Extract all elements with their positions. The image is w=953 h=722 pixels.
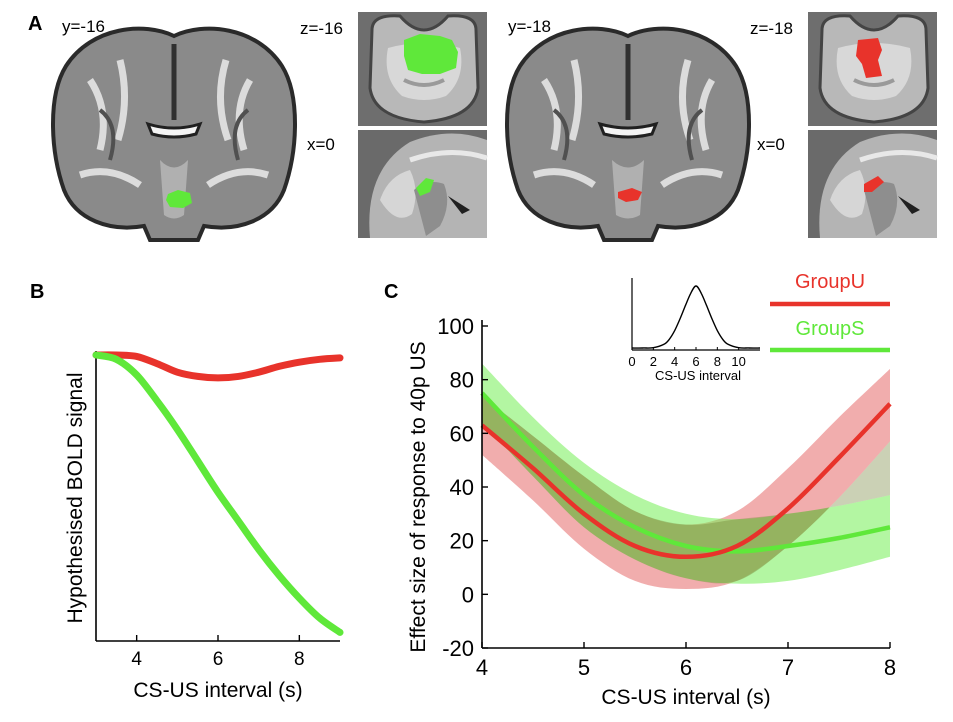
inset-x-tick-label: 0 bbox=[628, 354, 635, 369]
chart-c-band-groups bbox=[482, 363, 890, 584]
chart-b-x-tick-label: 6 bbox=[213, 649, 224, 670]
chart-c-legend-label-groupu: GroupU bbox=[795, 271, 865, 293]
chart-c-line-groups bbox=[480, 391, 891, 554]
inset-x-tick-label: 10 bbox=[731, 354, 745, 369]
chart-c-y-tick-label: 0 bbox=[462, 582, 474, 607]
right-sagittal-slice: x=0 bbox=[757, 130, 938, 238]
right-axial-cluster bbox=[856, 38, 882, 78]
chart-c-y-tick-label: -20 bbox=[442, 636, 474, 661]
left-coronal-cluster bbox=[166, 190, 192, 208]
chart-c-x-label: CS-US interval (s) bbox=[601, 686, 770, 709]
left-axial-label: z=-16 bbox=[300, 19, 343, 38]
inset-x-tick-label: 4 bbox=[671, 354, 678, 369]
chart-b: 4 6 8 CS-US interval (s) Hypothesised BOLD s… bbox=[64, 351, 344, 702]
chart-b-y-label: Hypothesised BOLD signal bbox=[64, 373, 87, 624]
chart-c-y-tick-label: 100 bbox=[437, 314, 474, 339]
inset-x-tick-label: 8 bbox=[714, 354, 721, 369]
panel-a-letter: A bbox=[28, 13, 42, 35]
right-sagittal-cluster bbox=[864, 176, 884, 192]
chart-c-y-tick-label: 60 bbox=[450, 421, 474, 446]
left-sagittal-slice: x=0 bbox=[307, 130, 488, 238]
right-coronal-label: y=-18 bbox=[508, 17, 551, 36]
chart-c-line-groupu bbox=[480, 402, 892, 560]
inset-x-tick-label: 2 bbox=[650, 354, 657, 369]
chart-c-x-tick-label: 5 bbox=[578, 655, 590, 680]
left-coronal-slice: y=-16 bbox=[46, 14, 302, 242]
chart-c-x-tick-label: 8 bbox=[884, 655, 896, 680]
inset-x-label: CS-US interval bbox=[655, 368, 741, 383]
chart-c-x-tick-label: 7 bbox=[782, 655, 794, 680]
brain-coronal-slice-icon bbox=[51, 26, 297, 242]
chart-c-y-tick-label: 80 bbox=[450, 368, 474, 393]
inset-x-tick-label: 6 bbox=[692, 354, 699, 369]
panel-b-letter: B bbox=[30, 281, 44, 303]
left-sagittal-cluster bbox=[416, 178, 434, 196]
chart-b-x-tick-label: 8 bbox=[294, 649, 305, 670]
right-coronal-slice: y=-18 bbox=[500, 14, 752, 242]
brain-coronal-slice-icon bbox=[505, 26, 751, 242]
right-axial-label: z=-18 bbox=[750, 19, 793, 38]
chart-b-x-tick-label: 4 bbox=[131, 649, 142, 670]
chart-c-y-tick-label: 20 bbox=[450, 529, 474, 554]
right-sagittal-label: x=0 bbox=[757, 135, 785, 154]
chart-c-x-tick-label: 6 bbox=[680, 655, 692, 680]
inset-curve bbox=[631, 285, 761, 349]
chart-c-y-tick-label: 40 bbox=[450, 475, 474, 500]
left-coronal-label: y=-16 bbox=[62, 17, 105, 36]
right-axial-slice: z=-18 bbox=[750, 12, 937, 126]
left-sagittal-label: x=0 bbox=[307, 135, 335, 154]
chart-c-y-label: Effect size of response to 40p US bbox=[407, 341, 430, 652]
panel-c-letter: C bbox=[384, 281, 398, 303]
left-axial-slice: z=-16 bbox=[300, 12, 487, 126]
chart-c-legend-label-groups: GroupS bbox=[796, 318, 865, 340]
chart-b-line-groups bbox=[92, 351, 344, 636]
chart-b-x-label: CS-US interval (s) bbox=[133, 679, 302, 702]
chart-b-line-groupu bbox=[92, 351, 344, 382]
right-coronal-cluster bbox=[618, 188, 642, 202]
chart-c-band-overlap bbox=[482, 395, 890, 584]
chart-c-x-tick-label: 4 bbox=[476, 655, 488, 680]
left-axial-cluster bbox=[404, 34, 458, 74]
